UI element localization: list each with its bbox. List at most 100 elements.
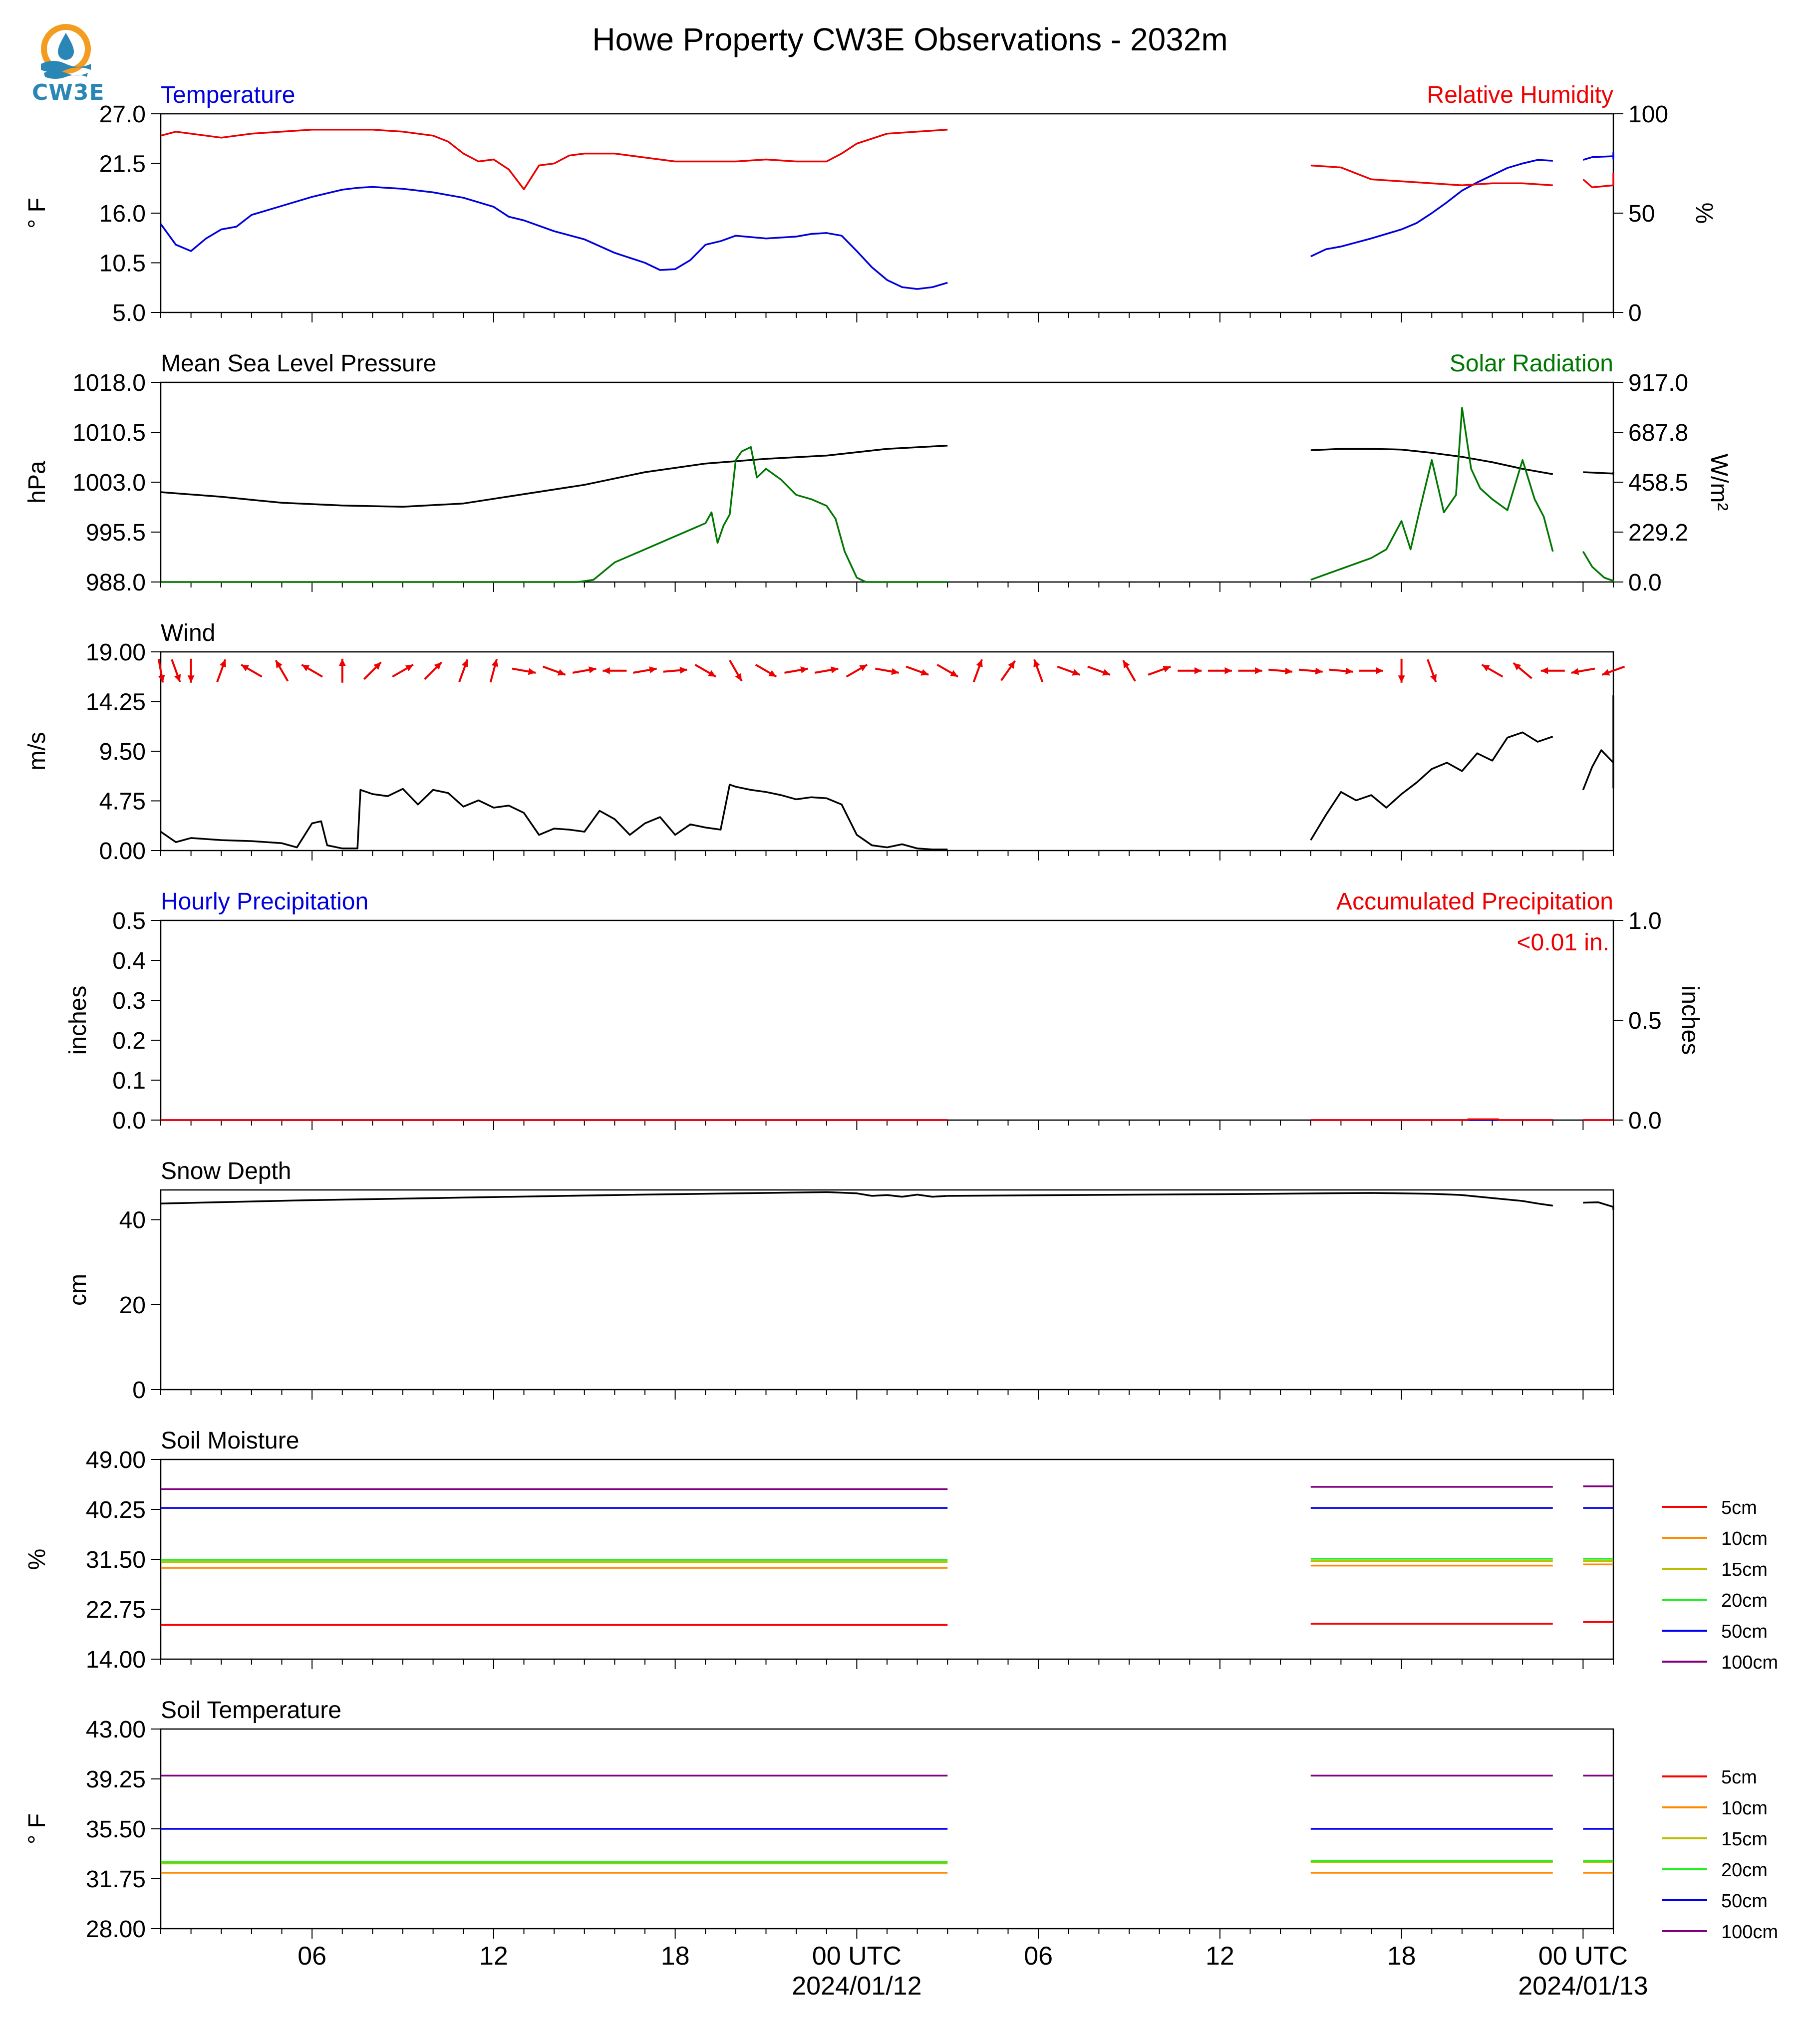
- plot-frame: [160, 381, 1614, 583]
- wind-arrow: [1057, 665, 1080, 676]
- y-tick-label: 14.00: [86, 1647, 146, 1673]
- x-tick-label: 00 UTC: [812, 1942, 902, 1971]
- y-tick-label: 49.00: [86, 1447, 146, 1473]
- wind-line: [160, 784, 948, 851]
- wind-arrow: [157, 658, 165, 683]
- wind-arrow: [755, 663, 777, 678]
- y-tick-label: 1003.0: [72, 470, 146, 496]
- legend-label: 50cm: [1721, 1891, 1768, 1912]
- wind-arrow: [241, 663, 263, 678]
- x-tick-label: 12: [479, 1942, 508, 1971]
- legend-label: 100cm: [1721, 1652, 1778, 1673]
- y-axis-label: m/s: [24, 732, 50, 770]
- wind-arrow: [1359, 667, 1383, 674]
- wind-arrow-head: [1571, 668, 1579, 675]
- wind-arrow-head: [1315, 667, 1323, 675]
- pressure-line: [1583, 471, 1614, 475]
- wind-arrow: [846, 663, 868, 678]
- wind-arrow-head: [588, 666, 597, 673]
- wind-arrow-head: [491, 659, 499, 667]
- y-tick-label: 9.50: [99, 739, 146, 765]
- pressure-line: [160, 444, 948, 508]
- x-date-label: 2024/01/13: [1518, 1972, 1648, 2001]
- wind-arrow: [1033, 659, 1044, 682]
- temperature-line: [160, 186, 948, 290]
- y-axis-label: ° F: [24, 1813, 50, 1844]
- wind-arrow: [363, 661, 382, 680]
- panel-title: Hourly Precipitation: [161, 888, 368, 915]
- wind-arrow: [1540, 667, 1565, 674]
- wind-arrow: [1398, 658, 1405, 683]
- wind-arrow: [875, 667, 899, 675]
- y-tick-label: 40.25: [86, 1497, 146, 1523]
- wind-arrow-head: [1513, 663, 1521, 670]
- wind-arrow: [392, 663, 414, 678]
- y-tick-label: 43.00: [86, 1717, 146, 1743]
- panel-title: Temperature: [161, 82, 295, 108]
- y-tick-label: 21.5: [99, 151, 146, 178]
- wind-arrow-head: [1482, 664, 1490, 671]
- solar-line: [1310, 407, 1554, 581]
- legend-label: 20cm: [1721, 1860, 1768, 1881]
- wind-arrow: [171, 659, 181, 682]
- relative_humidity-line: [1310, 164, 1553, 187]
- wind-line: [1310, 731, 1553, 841]
- legend-label: 10cm: [1721, 1528, 1768, 1549]
- wind-line: [1582, 695, 1614, 791]
- wind-arrow: [1087, 665, 1111, 676]
- x-tick-label: 06: [1024, 1942, 1053, 1971]
- legend-label: 20cm: [1721, 1590, 1768, 1611]
- legend-label: 100cm: [1721, 1922, 1778, 1943]
- y-axis-label-right: W/m²: [1706, 454, 1732, 511]
- panel-precip: 0.5 0.4 0.3 0.2 0.1 0.0 inches 1.0 0.5 0.0 inches H…: [65, 888, 1703, 1134]
- y-tick-label-right: 50: [1628, 201, 1655, 227]
- snow-line: [947, 1192, 1553, 1207]
- wind-arrow: [729, 659, 743, 682]
- y-tick-label: 995.5: [86, 520, 146, 546]
- y-tick-label: 10.5: [99, 251, 146, 277]
- y-tick-label: 40: [119, 1207, 146, 1234]
- wind-arrow: [1298, 667, 1323, 675]
- wind-arrow-head: [920, 669, 929, 676]
- wind-arrow-head: [1163, 665, 1171, 672]
- wind-arrow: [275, 659, 289, 682]
- wind-arrow-head: [768, 670, 777, 677]
- wind-arrow-head: [891, 668, 899, 675]
- wind-arrow-head: [1224, 667, 1232, 674]
- wind-arrow-head: [158, 674, 165, 683]
- wind-arrow-head: [859, 664, 868, 671]
- wind-arrow: [1178, 667, 1202, 674]
- cw3e-logo-icon: [41, 24, 91, 79]
- wind-arrow-head: [302, 664, 310, 671]
- wind-arrow-head: [1540, 667, 1548, 674]
- legend-label: 5cm: [1721, 1767, 1757, 1788]
- y-tick-label-right: 0.5: [1628, 1008, 1662, 1034]
- y-tick-label: 1010.5: [72, 420, 146, 446]
- solar-line: [161, 446, 948, 583]
- panel-pressure_solar: 1018.0 1010.5 1003.0 995.5 988.0 hPa 917.0 687.…: [24, 350, 1732, 596]
- y-tick-label: 4.75: [99, 789, 146, 815]
- y-tick-label: 0.3: [112, 988, 146, 1014]
- wind-arrow-head: [1255, 667, 1262, 674]
- panel-title: Soil Moisture: [161, 1428, 299, 1454]
- wind-arrow-head: [1430, 674, 1437, 682]
- y-tick-label: 0.0: [112, 1108, 146, 1134]
- wind-arrow: [784, 666, 809, 674]
- wind-arrow-head: [405, 664, 413, 671]
- relative_humidity-line: [160, 129, 948, 190]
- y-tick-label: 27.0: [99, 101, 146, 128]
- y-tick-label: 0: [132, 1377, 146, 1404]
- wind-arrow: [633, 666, 657, 674]
- panel-soil_moisture: 49.00 40.25 31.50 22.75 14.00% Soil Moisture 5…: [24, 1428, 1778, 1673]
- wind-arrow-head: [735, 673, 742, 681]
- wind-arrow-head: [276, 660, 283, 668]
- wind-arrow: [424, 661, 443, 680]
- wind-arrow-head: [241, 664, 250, 671]
- wind-arrow-head: [174, 674, 181, 682]
- plot-frame: [160, 651, 1614, 852]
- panel-title-right: Relative Humidity: [1427, 82, 1613, 108]
- wind-arrow-head: [557, 669, 566, 676]
- wind-arrow: [301, 663, 323, 678]
- legend-label: 50cm: [1721, 1621, 1768, 1642]
- solar-line: [1582, 551, 1614, 582]
